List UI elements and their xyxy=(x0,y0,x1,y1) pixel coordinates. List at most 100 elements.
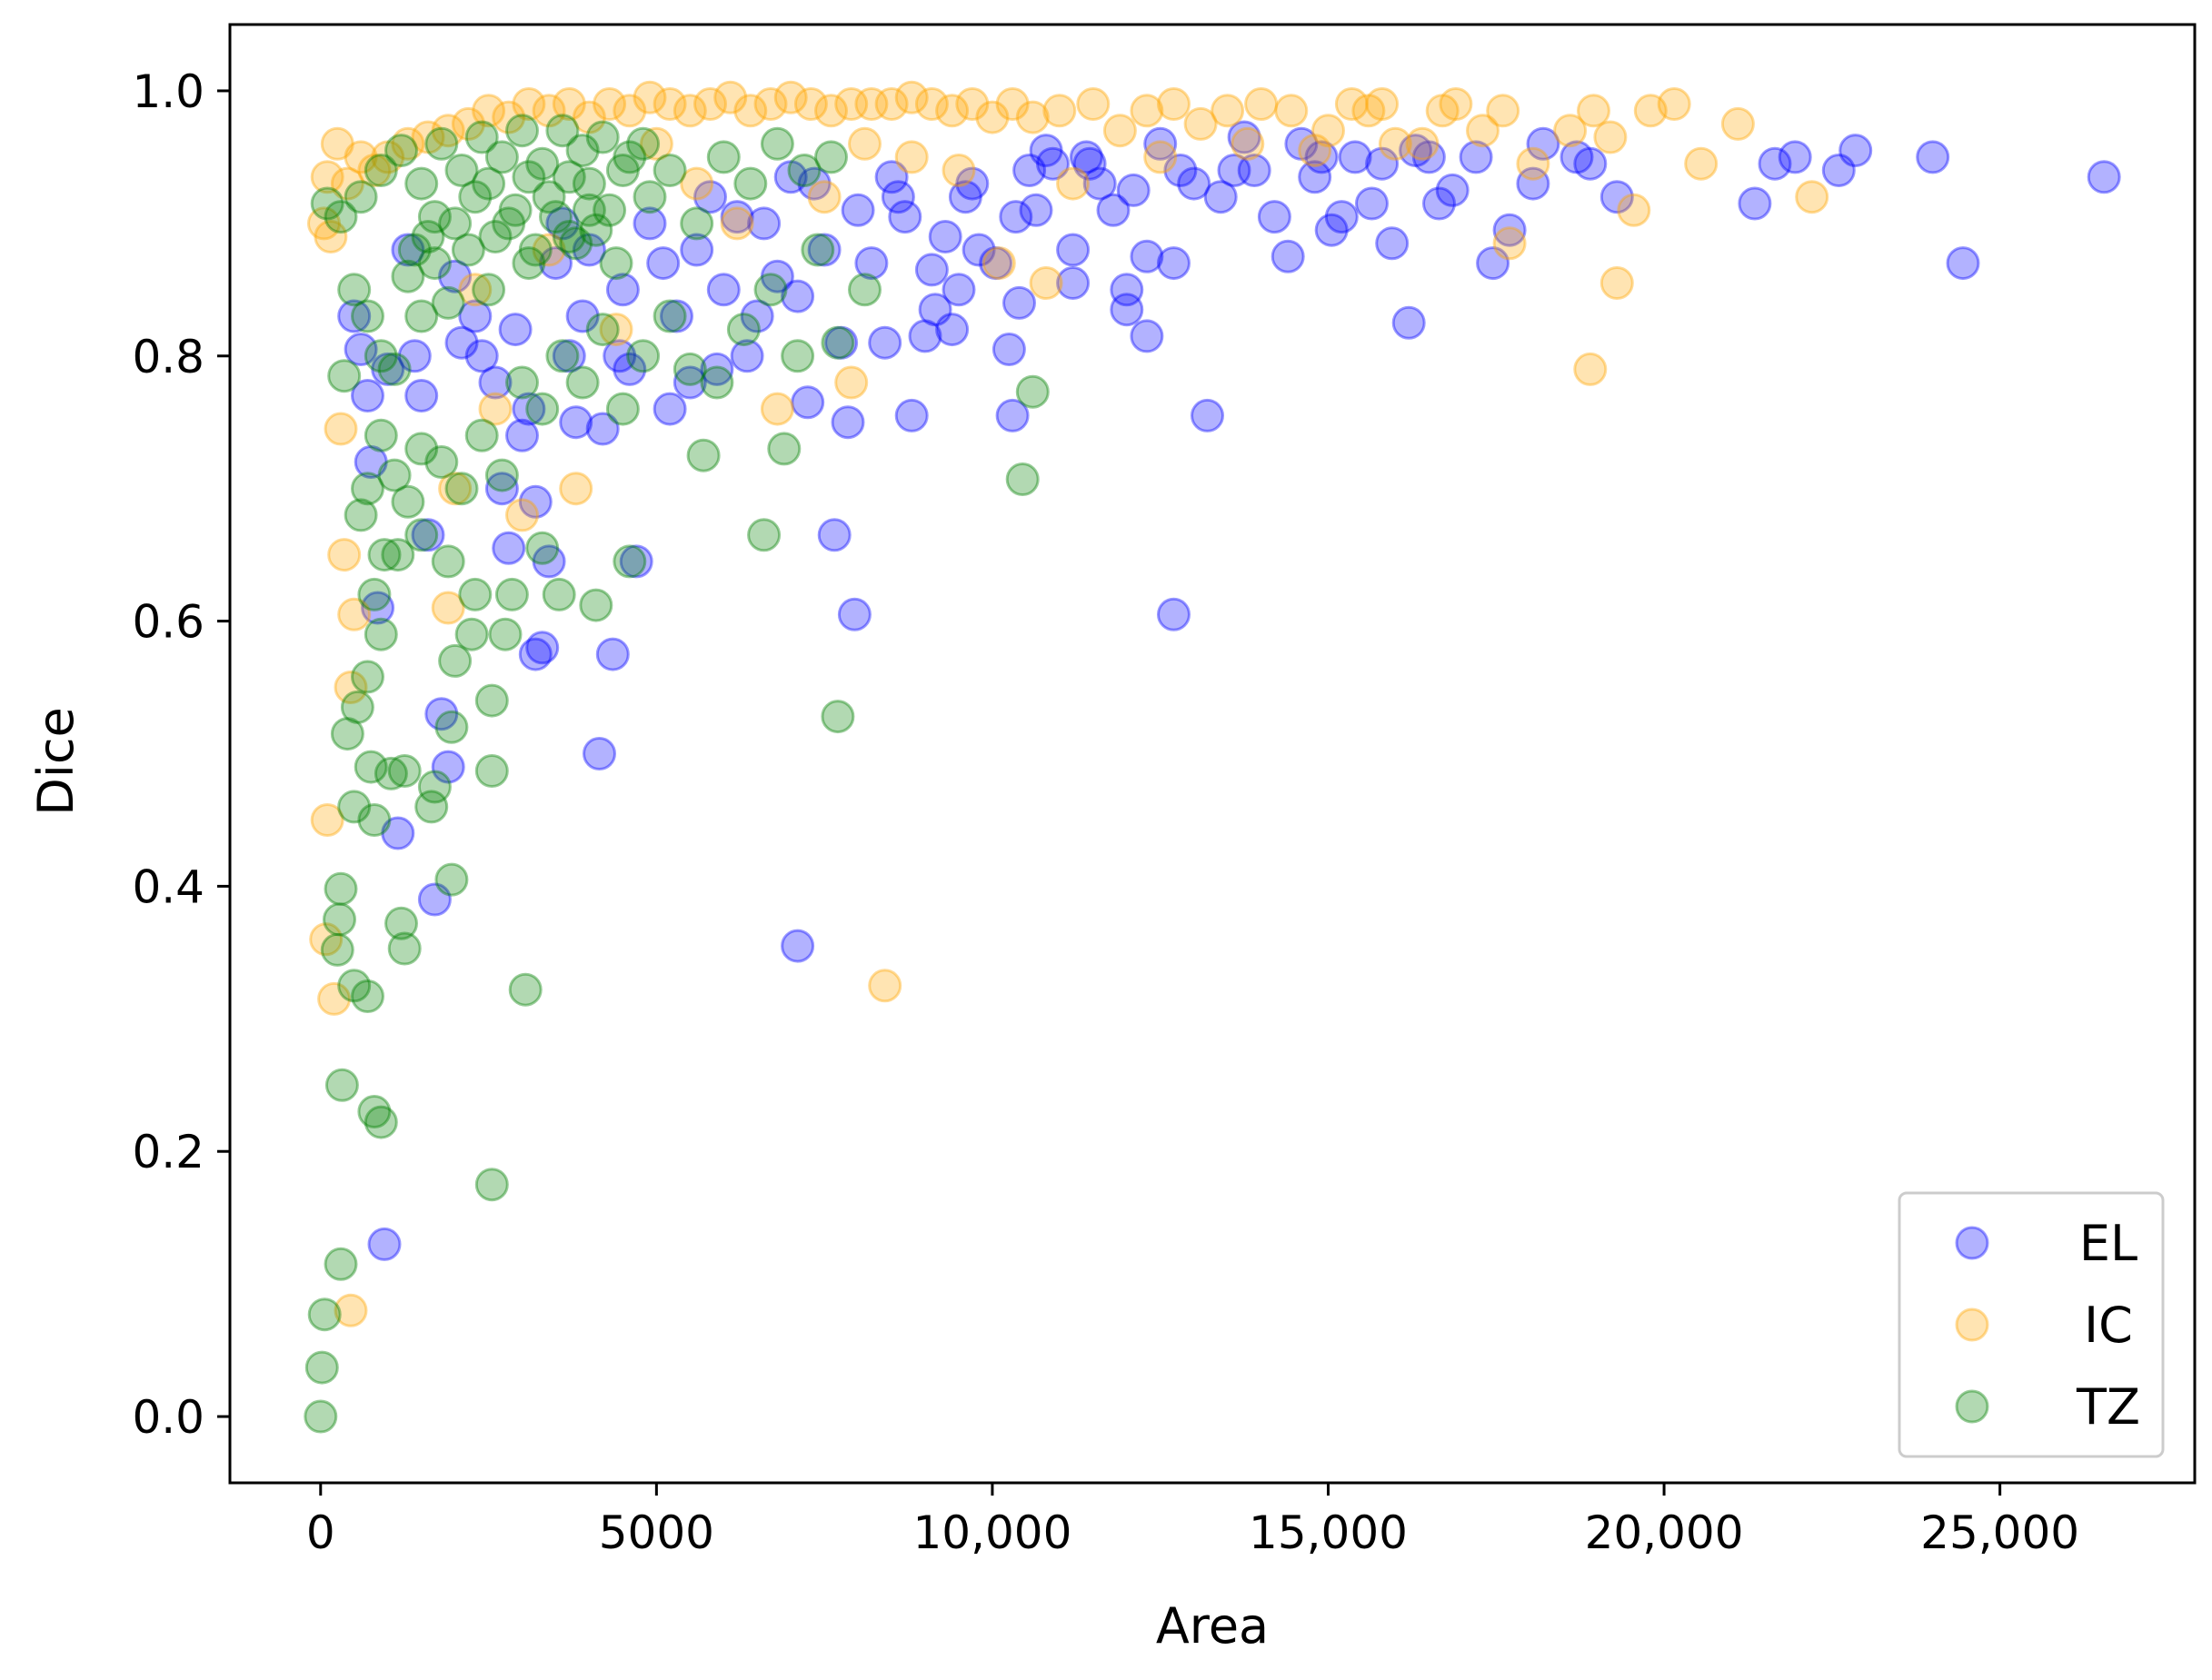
point-ic-102 xyxy=(1298,134,1332,168)
point-el-82 xyxy=(740,299,774,333)
legend-entry-el[interactable]: EL xyxy=(1955,1215,2137,1272)
point-tz-65 xyxy=(585,313,620,347)
x-axis-label: Area xyxy=(1156,1597,1269,1655)
point-tz-48 xyxy=(821,700,855,734)
point-ic-45 xyxy=(793,87,828,121)
point-el-143 xyxy=(1365,146,1400,181)
point-tz-30 xyxy=(474,754,509,788)
legend-entry-tz[interactable]: TZ xyxy=(1955,1378,2140,1436)
point-el-83 xyxy=(730,339,764,373)
point-tz-118 xyxy=(605,154,640,187)
point-ic-92 xyxy=(720,206,754,241)
point-ic-76 xyxy=(334,671,368,704)
point-tz-84 xyxy=(417,246,452,281)
legend-entry-ic[interactable]: IC xyxy=(1955,1297,2133,1354)
point-tz-131 xyxy=(417,200,452,234)
point-ic-20 xyxy=(1334,87,1369,121)
legend[interactable]: EL IC TZ xyxy=(1898,1191,2165,1458)
point-ic-57 xyxy=(552,87,586,121)
point-ic-34 xyxy=(975,100,1010,134)
point-tz-91 xyxy=(552,220,586,253)
point-el-64 xyxy=(894,398,929,432)
point-ic-84 xyxy=(458,273,493,307)
point-el-51 xyxy=(1002,285,1036,320)
point-tz-59 xyxy=(464,418,499,452)
point-el-57 xyxy=(955,166,990,201)
point-el-33 xyxy=(1191,398,1224,432)
point-tz-113 xyxy=(505,114,539,148)
point-tz-101 xyxy=(787,154,822,187)
point-ic-17 xyxy=(1405,126,1440,161)
point-el-79 xyxy=(781,929,815,963)
point-el-84 xyxy=(720,200,754,234)
point-el-131 xyxy=(361,591,395,625)
point-tz-88 xyxy=(492,206,526,241)
point-tz-61 xyxy=(505,365,539,400)
point-tz-107 xyxy=(384,134,418,168)
point-tz-125 xyxy=(539,200,573,234)
point-tz-64 xyxy=(565,365,600,400)
point-ic-27 xyxy=(1130,94,1164,128)
point-el-114 xyxy=(492,531,526,565)
point-tz-58 xyxy=(444,472,479,506)
point-tz-3 xyxy=(324,1247,358,1281)
point-ic-98 xyxy=(981,246,1016,281)
point-ic-24 xyxy=(1211,94,1245,128)
point-el-63 xyxy=(908,319,942,353)
point-ic-4 xyxy=(1633,94,1668,128)
point-ic-64 xyxy=(411,120,445,154)
point-ic-46 xyxy=(773,80,808,114)
point-el-46 xyxy=(1056,233,1091,267)
point-el-38 xyxy=(1143,126,1178,161)
point-ic-33 xyxy=(995,87,1030,121)
point-el-14 xyxy=(1476,246,1510,281)
point-ic-11 xyxy=(1516,146,1550,181)
point-el-39 xyxy=(1130,239,1164,273)
point-tz-134 xyxy=(572,193,606,227)
series-ic xyxy=(307,80,1829,1327)
point-tz-93 xyxy=(593,193,627,227)
point-ic-101 xyxy=(1231,126,1265,161)
point-el-25 xyxy=(1314,213,1349,247)
point-ic-12 xyxy=(1492,226,1527,261)
point-el-61 xyxy=(918,293,952,327)
point-el-110 xyxy=(518,484,553,519)
point-tz-42 xyxy=(542,577,576,611)
point-ic-79 xyxy=(309,922,344,957)
point-ic-74 xyxy=(324,412,358,446)
point-tz-25 xyxy=(387,754,422,788)
point-tz-33 xyxy=(357,577,392,611)
point-tz-32 xyxy=(364,617,398,651)
point-tz-115 xyxy=(545,114,580,148)
point-ic-71 xyxy=(310,160,344,194)
y-tick-label-2: 0.4 xyxy=(132,860,204,913)
point-tz-71 xyxy=(726,313,761,347)
point-tz-41 xyxy=(525,531,560,565)
point-tz-66 xyxy=(605,392,640,426)
x-tick-label-1: 5000 xyxy=(599,1506,714,1559)
point-el-75 xyxy=(797,166,832,201)
point-ic-91 xyxy=(680,166,714,201)
point-tz-0 xyxy=(304,1399,338,1434)
point-ic-21 xyxy=(1311,114,1345,148)
point-tz-1 xyxy=(304,1350,339,1385)
point-el-129 xyxy=(371,352,405,386)
point-el-59 xyxy=(935,313,970,347)
point-tz-8 xyxy=(508,972,543,1007)
point-el-47 xyxy=(1056,266,1091,300)
point-tz-117 xyxy=(585,120,620,154)
point-ic-49 xyxy=(713,80,748,114)
point-tz-79 xyxy=(351,299,384,333)
point-tz-14 xyxy=(384,906,418,940)
point-tz-99 xyxy=(733,166,768,201)
point-tz-123 xyxy=(498,193,533,227)
x-axis: 0 5000 10,000 15,000 20,000 25,000 xyxy=(306,1483,2079,1559)
point-ic-86 xyxy=(505,498,539,532)
point-ic-52 xyxy=(653,87,687,121)
point-ic-13 xyxy=(1486,94,1520,128)
point-tz-128 xyxy=(599,246,633,281)
point-tz-51 xyxy=(344,498,378,532)
plot-frame xyxy=(228,23,2197,1485)
y-tick-label-1: 0.2 xyxy=(132,1126,204,1178)
